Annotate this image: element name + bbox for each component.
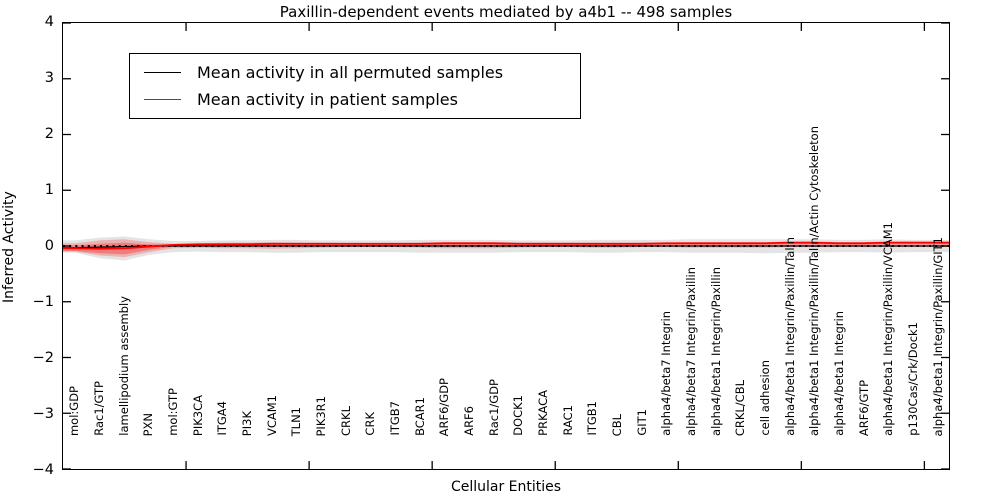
entity-tick-label: mol:GDP	[67, 385, 82, 436]
entity-tick-label: RAC1	[560, 405, 575, 436]
entity-tick-label: PIK3CA	[190, 394, 205, 436]
y-tick-label: 4	[44, 14, 54, 30]
legend-label-patient: Mean activity in patient samples	[197, 90, 458, 110]
chart-canvas	[63, 23, 949, 469]
entity-tick-label: ARF6/GTP	[856, 379, 871, 436]
legend-entry-patient: Mean activity in patient samples	[130, 90, 580, 109]
permuted-mean-line	[63, 245, 949, 249]
legend-line-red	[144, 99, 181, 101]
entity-tick-label: CBL	[610, 413, 624, 436]
plot-area: mol:GDP Rac1/GTP lamellipodium assembly PXN…	[62, 22, 950, 470]
entity-tick-label: alpha4/beta7 Integrin	[659, 311, 674, 436]
entity-tick-label: PXN	[141, 412, 156, 436]
entity-tick-label: ARF6	[462, 406, 476, 436]
entity-tick-label: ITGB7	[388, 401, 402, 436]
entity-tick-label: alpha4/beta1 Integrin/Paxillin/Talin	[782, 237, 797, 436]
entity-tick-label: p130Cas/Crk/Dock1	[906, 322, 920, 436]
patient-samples-spread-inner	[63, 242, 949, 255]
entity-tick-label: CRKL	[338, 406, 353, 436]
entity-tick-label: ITGA4	[215, 401, 230, 436]
y-tick-label: 3	[44, 70, 54, 86]
y-tick-label: −2	[32, 350, 54, 366]
entity-tick-label: PIK3R1	[314, 395, 328, 437]
entity-tick-label: Rac1/GDP	[486, 378, 501, 436]
entity-tick-label: PRKACA	[536, 390, 550, 436]
y-tick-label: 2	[44, 126, 54, 142]
chart-title: Paxillin-dependent events mediated by a4…	[279, 3, 733, 21]
y-tick-label: 0	[44, 238, 54, 254]
entity-tick-label: cell adhesion	[758, 360, 772, 436]
patient-mean-line	[63, 241, 949, 250]
legend-label-permuted: Mean activity in all permuted samples	[197, 62, 504, 82]
legend-line-black	[144, 71, 181, 73]
entity-tick-label: DOCK1	[511, 395, 526, 436]
entity-tick-label: PI3K	[240, 410, 254, 436]
entity-tick-label: alpha4/beta1 Integrin/Paxillin	[708, 267, 723, 436]
y-tick-label: 1	[44, 182, 54, 198]
legend: Mean activity in all permuted samples Me…	[129, 53, 581, 119]
entity-tick-label: alpha4/beta7 Integrin/Paxillin	[684, 267, 698, 436]
legend-entry-permuted: Mean activity in all permuted samples	[130, 63, 580, 82]
entity-tick-label: Rac1/GTP	[92, 381, 106, 436]
entity-tick-label: CRKL/CBL	[733, 379, 748, 436]
y-tick-label: −4	[32, 462, 54, 478]
entity-tick-label: VCAM1	[264, 394, 279, 436]
entity-tick-label: alpha4/beta1 Integrin	[832, 311, 846, 436]
entity-tick-label: CRK	[363, 412, 378, 436]
entity-tick-label: alpha4/beta1 Integrin/Paxillin/GIT1	[930, 236, 945, 436]
entity-tick-label: lamellipodium assembly	[116, 296, 131, 436]
entity-tick-label: alpha4/beta1 Integrin/Paxillin/VCAM1	[881, 222, 896, 436]
entity-tick-label: mol:GTP	[166, 388, 180, 436]
entity-tick-label: BCAR1	[412, 397, 427, 436]
x-axis-label: Cellular Entities	[450, 479, 562, 495]
entity-tick-label: GIT1	[634, 409, 649, 436]
entity-tick-label: ARF6/GDP	[437, 377, 452, 436]
entity-tick-label: TLN1	[289, 406, 304, 436]
y-tick-label: −1	[32, 294, 54, 310]
entity-tick-label: ITGB1	[585, 401, 600, 436]
entity-tick-label: alpha4/beta1 Integrin/Paxillin/Talin/Act…	[807, 126, 822, 436]
y-tick-label: −3	[32, 406, 54, 422]
